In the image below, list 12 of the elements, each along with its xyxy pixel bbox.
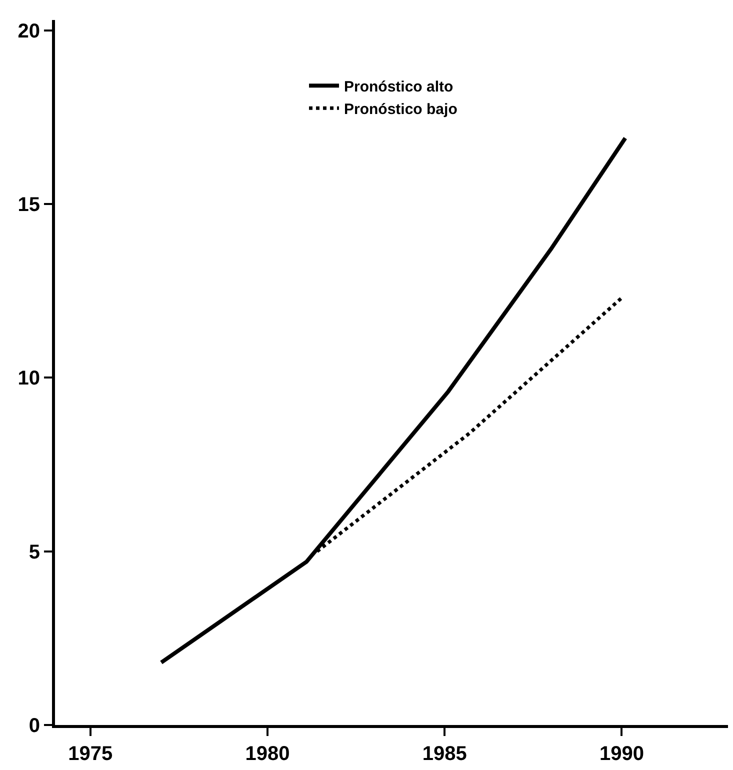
y-tick-label: 5 [28, 541, 40, 564]
y-tick-label: 10 [18, 368, 40, 390]
y-tick-label: 20 [18, 20, 40, 42]
legend-label: Pronóstico alto [344, 78, 454, 96]
line-series [159, 136, 628, 664]
y-tick-label: 0 [28, 715, 40, 737]
x-tick-label: 1985 [422, 743, 467, 765]
legend-label: Pronóstico bajo [344, 100, 458, 118]
x-tick-label: 1990 [599, 743, 644, 765]
x-tick-label: 1980 [245, 743, 290, 765]
y-tick-label: 15 [18, 194, 40, 216]
x-tick-label: 1975 [68, 743, 113, 765]
